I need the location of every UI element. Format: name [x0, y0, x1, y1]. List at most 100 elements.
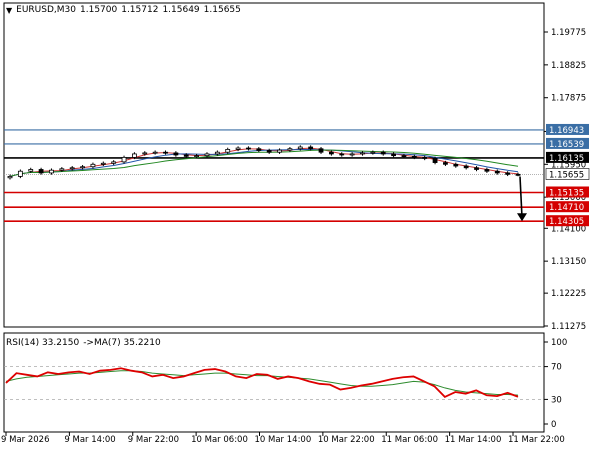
price-label: 1.17875	[551, 94, 586, 104]
candle-body	[152, 151, 158, 154]
candle-body	[297, 146, 303, 150]
close-price: 1.15655	[203, 5, 241, 15]
rsi-axis-label: 70	[551, 363, 562, 373]
low-price: 1.15649	[162, 5, 200, 15]
candle-body	[411, 155, 417, 158]
candle-body	[474, 167, 479, 170]
main-frame	[3, 2, 545, 328]
symbol-timeframe: EURUSD,M30	[16, 5, 76, 15]
candle-body	[391, 153, 396, 157]
candle-body	[505, 172, 511, 175]
candle-body	[328, 151, 334, 155]
ma-mid-line	[9, 149, 519, 177]
price-tag-label: 1.14710	[549, 203, 584, 213]
candle-body	[80, 166, 85, 169]
candle-body	[38, 169, 44, 174]
time-label: 9 Mar 2026	[1, 435, 49, 445]
price-label: 1.14100	[551, 224, 586, 234]
chart-frames	[3, 2, 545, 433]
price-tag-bg	[546, 123, 589, 135]
candle-body	[235, 147, 241, 150]
rsi-axis-label: 100	[551, 338, 567, 348]
time-label: 9 Mar 14:00	[64, 435, 115, 445]
candle-body	[17, 170, 23, 177]
candle-body	[515, 173, 521, 176]
time-label: 10 Mar 06:00	[191, 435, 248, 445]
down-arrow-icon	[517, 176, 527, 222]
price-tag-bg	[546, 137, 589, 149]
time-label: 11 Mar 14:00	[445, 435, 502, 445]
level-price-tags: 1.16943 1.16539 1.16135 1.15655 1.15135 1.147…	[545, 123, 590, 227]
candle-body	[121, 156, 127, 163]
rsi-ma-value: ->MA(7) 35.2210	[83, 338, 161, 348]
open-price: 1.15700	[80, 5, 118, 15]
candle-body	[339, 153, 345, 156]
time-label: 9 Mar 22:00	[128, 435, 179, 445]
price-tag-bg	[546, 186, 589, 198]
rsi-axis-label: 0	[551, 420, 556, 430]
candle-body	[318, 148, 324, 153]
time-label: 11 Mar 22:00	[508, 435, 565, 445]
candle-body	[100, 162, 106, 165]
rsi-panel	[4, 366, 544, 400]
price-label: 1.12225	[551, 289, 586, 299]
price-tag-bg	[546, 201, 589, 213]
price-tag-bg	[546, 215, 589, 227]
candle-body	[225, 149, 231, 153]
price-tag-label: 1.16943	[549, 126, 584, 136]
time-axis: 9 Mar 2026 9 Mar 14:00 9 Mar 22:00 10 Mar 0…	[1, 432, 565, 445]
high-price: 1.15712	[121, 5, 159, 15]
candle-body	[183, 154, 189, 157]
rsi-line	[5, 367, 519, 399]
candle-body	[463, 165, 469, 169]
price-tag-label: 1.15135	[549, 188, 584, 198]
time-label: 10 Mar 22:00	[318, 435, 375, 445]
candle-body	[360, 152, 365, 155]
price-tag-label: 1.15655	[549, 171, 584, 181]
moving-averages	[9, 147, 519, 177]
candle-body	[163, 151, 168, 154]
candle-body	[173, 152, 179, 156]
candle-body	[494, 170, 500, 174]
arrow-head	[517, 213, 527, 222]
candle-body	[49, 169, 54, 174]
candle-body	[256, 148, 262, 151]
rsi-frame	[3, 332, 545, 433]
candle-body	[69, 167, 75, 170]
candle-body	[308, 146, 314, 150]
price-label: 1.15000	[551, 193, 586, 203]
candle-body	[349, 153, 355, 156]
candle-body	[7, 176, 13, 179]
candle-body	[111, 161, 117, 164]
rsi-axis-label: 30	[551, 395, 562, 405]
candle-body	[194, 155, 200, 158]
price-tag-label: 1.16539	[549, 140, 584, 150]
candle-body	[370, 151, 376, 154]
arrow-shaft	[519, 176, 523, 218]
price-tag-label: 1.14305	[549, 217, 584, 227]
price-candles	[7, 145, 521, 180]
dropdown-triangle-icon[interactable]: ▼	[6, 5, 13, 15]
candle-body	[132, 153, 137, 158]
price-label: 1.11275	[551, 322, 586, 332]
candle-body	[443, 162, 448, 165]
candle-body	[287, 148, 293, 151]
symbol-header: ▼ EURUSD,M30 1.15700 1.15712 1.15649 1.1…	[6, 5, 241, 15]
candle-body	[28, 169, 34, 172]
candle-body	[432, 158, 438, 163]
price-tag-label: 1.16135	[549, 154, 584, 164]
price-tag-bg	[546, 151, 589, 163]
candle-body	[453, 163, 459, 167]
price-label: 1.19775	[551, 28, 586, 38]
candle-body	[246, 147, 251, 150]
rsi-axis: 100 70 30 0	[544, 338, 567, 430]
price-label: 1.13150	[551, 257, 586, 267]
price-label: 1.15950	[551, 160, 586, 170]
candle-body	[266, 150, 272, 153]
price-tag-bg	[545, 168, 590, 180]
time-label: 10 Mar 14:00	[255, 435, 312, 445]
rsi-value: RSI(14) 33.2150	[6, 338, 80, 348]
candle-body	[90, 163, 96, 168]
candle-body	[401, 155, 407, 158]
